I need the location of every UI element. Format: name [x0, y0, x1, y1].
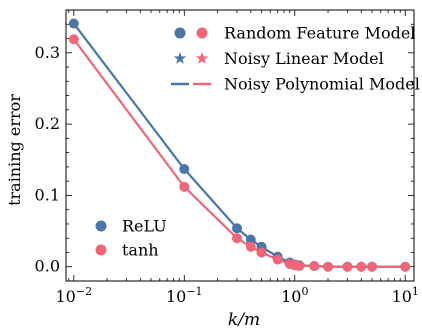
- data-point-relu: [245, 234, 256, 245]
- legend-label: tanh: [122, 241, 159, 260]
- y-axis-label: training error: [5, 94, 24, 206]
- legend-activations: ReLU tanh: [95, 217, 167, 260]
- legend-entry-relu: ReLU: [95, 217, 167, 236]
- data-point-tanh: [245, 241, 256, 252]
- data-point-tanh: [309, 261, 320, 272]
- tick-labels: 10−2 10−1 100 101 0.0 0.1 0.2 0.3: [35, 43, 419, 306]
- data-point-tanh: [231, 233, 242, 244]
- series-points: [68, 18, 411, 272]
- data-point-tanh: [272, 254, 283, 265]
- x-axis-label: k/m: [228, 310, 260, 330]
- data-point-relu: [68, 18, 79, 29]
- data-point-tanh: [294, 261, 305, 272]
- data-point-tanh: [179, 181, 190, 192]
- legend-entry-tanh: tanh: [95, 241, 159, 260]
- data-point-tanh: [68, 34, 79, 45]
- legend-models: Random Feature Model Noisy Linear Model No…: [171, 24, 420, 94]
- legend-star-marker: [173, 52, 187, 64]
- legend-circle-marker: [95, 220, 107, 232]
- data-point-relu: [179, 164, 190, 175]
- legend-label: Noisy Linear Model: [224, 49, 384, 68]
- legend-circle-marker: [174, 27, 186, 39]
- plot-frame: [65, 9, 415, 282]
- x-tick-label: 10−2: [56, 285, 93, 306]
- legend-circle-marker: [196, 27, 208, 39]
- legend-circle-marker: [95, 244, 107, 256]
- y-tick-label: 0.1: [35, 185, 60, 204]
- data-point-relu: [231, 223, 242, 234]
- data-point-tanh: [400, 261, 411, 272]
- data-point-tanh: [342, 261, 353, 272]
- legend-star-marker: [195, 52, 209, 64]
- legend-entry-star: Noisy Linear Model: [173, 49, 384, 68]
- legend-label: Random Feature Model: [224, 24, 415, 43]
- data-point-tanh: [256, 247, 267, 258]
- legend-label: ReLU: [122, 217, 167, 236]
- y-tick-label: 0.2: [35, 114, 60, 133]
- x-tick-label: 101: [392, 285, 419, 306]
- x-tick-label: 100: [281, 285, 308, 306]
- y-tick-label: 0.3: [35, 43, 60, 62]
- y-tick-label: 0.0: [35, 257, 60, 276]
- x-tick-label: 10−1: [166, 285, 203, 306]
- data-point-tanh: [366, 261, 377, 272]
- legend-entry-line: Noisy Polynomial Model: [171, 75, 420, 94]
- data-point-tanh: [323, 261, 334, 272]
- legend-entry-circle: Random Feature Model: [174, 24, 415, 43]
- data-point-tanh: [356, 261, 367, 272]
- legend-label: Noisy Polynomial Model: [224, 75, 420, 94]
